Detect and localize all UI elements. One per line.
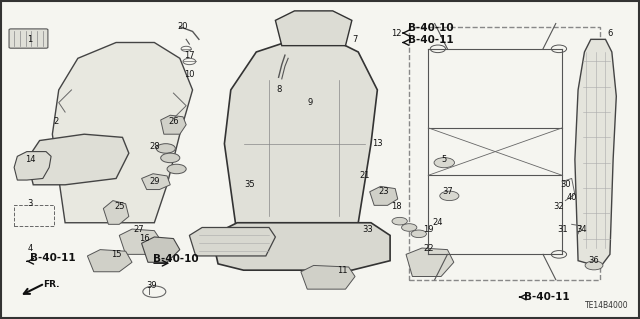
Polygon shape — [212, 223, 390, 270]
Polygon shape — [103, 201, 129, 224]
Text: B-40-11: B-40-11 — [30, 253, 76, 263]
Text: 15: 15 — [111, 250, 122, 259]
Circle shape — [411, 230, 426, 238]
Polygon shape — [275, 11, 352, 46]
Circle shape — [585, 261, 603, 270]
Text: 19: 19 — [423, 225, 433, 234]
Polygon shape — [52, 42, 193, 223]
Text: 40: 40 — [566, 193, 577, 202]
Polygon shape — [225, 39, 378, 235]
Text: 37: 37 — [442, 187, 453, 196]
Text: 24: 24 — [433, 218, 443, 227]
Text: 9: 9 — [308, 98, 313, 107]
Text: 27: 27 — [133, 225, 144, 234]
Text: 31: 31 — [557, 225, 568, 234]
FancyBboxPatch shape — [9, 29, 48, 48]
Text: B-40-11: B-40-11 — [524, 292, 570, 302]
Text: B-40-11: B-40-11 — [408, 35, 454, 45]
Polygon shape — [27, 134, 129, 185]
Text: 18: 18 — [391, 203, 402, 211]
Text: 6: 6 — [607, 28, 612, 38]
Text: 28: 28 — [149, 142, 159, 151]
Text: 35: 35 — [244, 180, 255, 189]
Text: 34: 34 — [576, 225, 587, 234]
Text: 16: 16 — [140, 234, 150, 243]
Text: 11: 11 — [337, 266, 348, 275]
Polygon shape — [141, 174, 170, 189]
Polygon shape — [161, 115, 186, 134]
Bar — [409, 27, 600, 280]
Circle shape — [434, 158, 454, 168]
Text: 23: 23 — [378, 187, 389, 196]
Circle shape — [440, 191, 459, 201]
Text: 7: 7 — [353, 35, 358, 44]
Circle shape — [167, 164, 186, 174]
Text: 8: 8 — [276, 85, 281, 94]
Text: B-40-10: B-40-10 — [408, 23, 454, 33]
Text: 30: 30 — [560, 180, 571, 189]
Text: 5: 5 — [442, 155, 447, 164]
Text: FR.: FR. — [43, 279, 60, 288]
Text: 32: 32 — [554, 203, 564, 211]
Text: 12: 12 — [391, 28, 402, 38]
Polygon shape — [88, 250, 132, 272]
Text: 4: 4 — [28, 243, 33, 253]
Circle shape — [161, 153, 180, 163]
Text: 1: 1 — [28, 35, 33, 44]
Text: 29: 29 — [149, 177, 159, 186]
Polygon shape — [406, 248, 454, 277]
Polygon shape — [141, 237, 180, 262]
Text: 10: 10 — [184, 70, 195, 78]
Circle shape — [392, 217, 407, 225]
Bar — [14, 205, 54, 226]
Polygon shape — [301, 265, 355, 289]
Text: 22: 22 — [423, 243, 433, 253]
Text: 25: 25 — [114, 203, 125, 211]
Text: 36: 36 — [589, 256, 600, 265]
Text: 2: 2 — [53, 117, 58, 126]
Polygon shape — [370, 186, 397, 205]
Text: 20: 20 — [178, 22, 188, 31]
Polygon shape — [575, 39, 616, 267]
Polygon shape — [119, 229, 161, 254]
Text: 13: 13 — [372, 139, 383, 148]
Polygon shape — [189, 227, 275, 256]
Text: 17: 17 — [184, 51, 195, 60]
Text: B-40-10: B-40-10 — [153, 254, 198, 264]
Text: TE14B4000: TE14B4000 — [586, 301, 629, 310]
Circle shape — [401, 224, 417, 231]
Text: 3: 3 — [28, 199, 33, 208]
Text: 26: 26 — [168, 117, 179, 126]
Text: 33: 33 — [362, 225, 373, 234]
Text: 14: 14 — [25, 155, 35, 164]
Polygon shape — [14, 152, 51, 180]
Text: 21: 21 — [359, 171, 370, 180]
Circle shape — [156, 144, 175, 153]
Text: 39: 39 — [146, 281, 156, 291]
